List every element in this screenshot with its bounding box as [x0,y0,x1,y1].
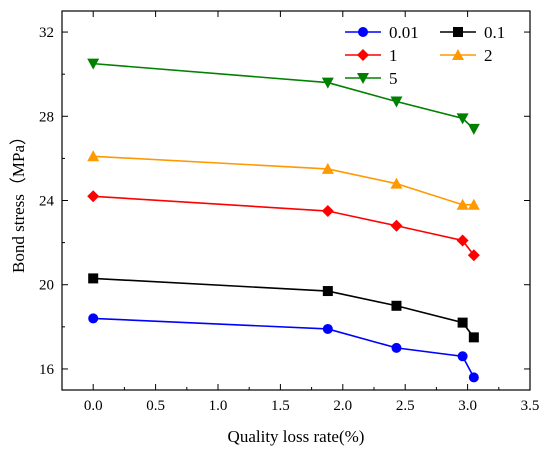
series-layer [87,58,480,383]
data-point-triangle-down [87,58,100,70]
data-point-diamond [390,219,403,232]
data-point-triangle-up [467,198,480,210]
y-axis-ticks: 16 20 24 28 32 [39,25,530,378]
plot-area [61,10,531,391]
series-line [93,195,475,256]
legend-item: 5 [345,69,398,88]
series-line [93,317,475,378]
series-line [93,62,475,130]
legend-label: 1 [389,46,398,65]
series-line [93,277,475,338]
legend-item: 2 [440,46,493,65]
data-point-triangle-up [390,177,403,189]
legend-label: 0.1 [484,23,505,42]
data-point-square [453,27,463,37]
y-tick-label: 20 [39,278,54,294]
y-tick-label: 28 [39,109,54,125]
legend-label: 0.01 [389,23,419,42]
y-axis-title: Bond stress（MPa） [9,128,28,273]
data-point-diamond [456,234,469,247]
data-point-triangle-up [456,198,469,210]
x-tick-label: 0.5 [146,398,165,414]
data-point-triangle-up [452,49,464,60]
data-point-circle [358,27,368,37]
data-point-circle [468,372,479,383]
x-tick-label: 2.5 [396,398,415,414]
legend-label: 2 [484,46,493,65]
series-1 [88,273,479,343]
series-0 [88,313,479,383]
y-tick-label: 16 [39,362,55,378]
data-point-square [468,332,479,343]
x-axis-ticks: 0.0 0.5 1.0 1.5 2.0 2.5 3.0 3.5 [84,11,540,414]
data-point-triangle-down [390,96,403,108]
x-tick-label: 1.5 [271,398,290,414]
x-tick-label: 2.0 [333,398,352,414]
data-point-triangle-up [87,150,100,162]
data-point-diamond [321,205,334,218]
x-tick-label: 1.0 [209,398,228,414]
data-point-triangle-down [321,77,334,89]
legend-label: 5 [389,69,398,88]
data-point-triangle-up [321,162,334,174]
legend-item: 0.1 [440,23,505,42]
data-point-circle [391,342,402,353]
data-point-diamond [357,49,369,61]
data-point-circle [88,313,99,324]
x-axis-title: Quality loss rate(%) [228,427,365,446]
series-3 [87,150,480,210]
data-point-diamond [87,190,100,203]
legend-item: 0.01 [345,23,419,42]
data-point-square [391,300,402,311]
data-point-square [457,317,468,328]
data-point-circle [457,351,468,362]
x-tick-label: 3.0 [458,398,477,414]
data-point-square [88,273,99,284]
x-tick-label: 0.0 [84,398,103,414]
x-tick-label: 3.5 [521,398,540,414]
legend-item: 1 [345,46,398,65]
series-4 [87,58,480,135]
data-point-circle [322,323,333,334]
legend: 0.01 0.1 1 2 5 [345,23,505,88]
data-point-triangle-down [467,123,480,135]
y-tick-label: 24 [39,194,55,210]
plot-frame [61,10,531,391]
data-point-triangle-down [357,73,369,84]
y-tick-label: 32 [39,25,54,41]
data-point-triangle-down [456,113,469,125]
data-point-diamond [467,249,480,262]
series-2 [87,190,480,262]
series-line [93,155,474,206]
data-point-square [322,286,333,297]
